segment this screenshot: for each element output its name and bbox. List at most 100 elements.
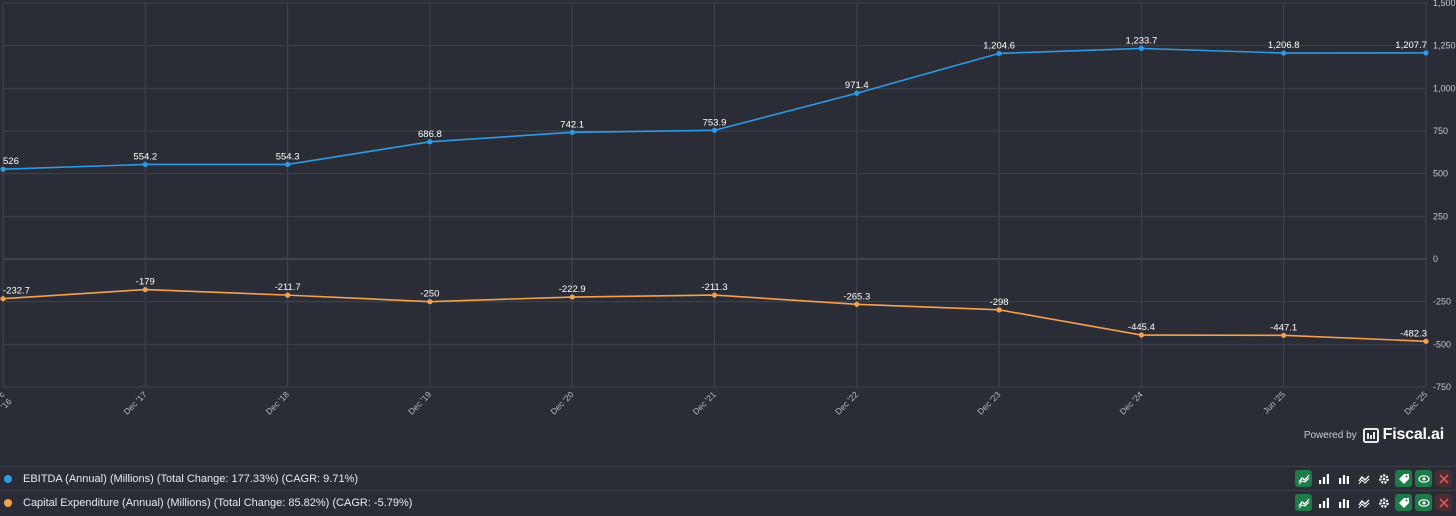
data-point bbox=[1423, 50, 1429, 56]
y-tick-label: -250 bbox=[1433, 297, 1451, 307]
data-label: -447.1 bbox=[1270, 322, 1297, 333]
data-label: 1,204.6 bbox=[983, 40, 1015, 51]
eye-icon[interactable] bbox=[1415, 494, 1432, 511]
data-point bbox=[142, 161, 148, 168]
x-tick-label: Dec '25 bbox=[1402, 389, 1429, 416]
legend-row-ebitda[interactable]: EBITDA (Annual) (Millions) (Total Change… bbox=[0, 466, 1456, 490]
data-label: -482.3 bbox=[1400, 328, 1427, 339]
column-chart-icon[interactable] bbox=[1335, 470, 1352, 487]
y-tick-label: 0 bbox=[1433, 254, 1438, 264]
y-tick-label: 500 bbox=[1433, 169, 1448, 179]
data-label: 1,233.7 bbox=[1126, 35, 1158, 46]
x-tick-label: c'16 bbox=[0, 389, 14, 412]
trend-icon[interactable] bbox=[1355, 470, 1372, 487]
y-tick-label: -750 bbox=[1433, 382, 1451, 392]
x-tick-label: Jun '25 bbox=[1261, 389, 1287, 415]
data-label: -211.7 bbox=[274, 282, 300, 293]
legend-label-ebitda: EBITDA (Annual) (Millions) (Total Change… bbox=[23, 472, 359, 485]
chart: -750 -500 -250 0 250 500 750 1,000 1,250 1,500 c'… bbox=[0, 0, 1456, 417]
powered-by-text: Powered by bbox=[1303, 429, 1357, 441]
gear-icon[interactable] bbox=[1375, 494, 1392, 511]
y-tick-label: 1,500 bbox=[1433, 0, 1456, 8]
line-chart-icon[interactable] bbox=[1295, 494, 1312, 511]
eye-icon[interactable] bbox=[1415, 470, 1432, 487]
y-tick-label: 750 bbox=[1433, 126, 1448, 136]
data-label: -298 bbox=[990, 297, 1009, 308]
data-label: -250 bbox=[420, 289, 439, 300]
legend-marker-ebitda bbox=[4, 474, 12, 483]
x-tick-label: Dec '20 bbox=[548, 389, 575, 416]
data-point bbox=[0, 166, 6, 172]
series-1: -232.7 -179 -211.7 -250 -222.9 -211.3 -265.3 -2… bbox=[0, 277, 1429, 344]
x-tick-label: Dec '19 bbox=[406, 389, 433, 416]
data-label: -211.3 bbox=[701, 282, 727, 293]
data-label: -265.3 bbox=[843, 291, 870, 302]
x-tick-label: Dec '24 bbox=[1118, 389, 1145, 416]
x-tick-label: Dec '22 bbox=[833, 389, 860, 416]
data-point bbox=[711, 127, 718, 133]
x-axis: c'16 Dec '17 Dec '18 Dec '19 Dec '20 Dec '21 D… bbox=[0, 389, 1430, 417]
x-tick-label: Dec '23 bbox=[975, 389, 1002, 416]
close-icon[interactable] bbox=[1435, 494, 1452, 511]
data-point bbox=[854, 90, 860, 96]
data-point bbox=[0, 296, 6, 302]
data-label: 742.1 bbox=[560, 119, 584, 130]
tag-icon[interactable] bbox=[1395, 494, 1412, 511]
y-tick-label: 1,000 bbox=[1433, 83, 1456, 93]
data-label: -179 bbox=[136, 277, 155, 288]
gear-icon[interactable] bbox=[1375, 470, 1392, 487]
data-label: 1,206.8 bbox=[1268, 40, 1300, 51]
y-tick-label: 1,250 bbox=[1433, 41, 1456, 51]
series-toolbar bbox=[1295, 494, 1452, 511]
data-point bbox=[285, 161, 291, 167]
data-label: -445.4 bbox=[1128, 322, 1155, 333]
data-point bbox=[854, 301, 860, 307]
data-point bbox=[285, 292, 291, 298]
close-icon[interactable] bbox=[1435, 470, 1452, 487]
line-chart-icon[interactable] bbox=[1295, 470, 1312, 487]
legend-marker-capex bbox=[4, 498, 12, 507]
series-toolbar bbox=[1295, 470, 1452, 487]
data-point bbox=[996, 307, 1002, 313]
data-point bbox=[1138, 45, 1144, 52]
data-point bbox=[142, 286, 148, 293]
data-label: 753.9 bbox=[703, 117, 727, 128]
tag-icon[interactable] bbox=[1395, 470, 1412, 487]
data-point bbox=[996, 50, 1002, 57]
x-tick-label: Dec '21 bbox=[691, 389, 718, 416]
data-label: 554.2 bbox=[133, 151, 157, 162]
trend-icon[interactable] bbox=[1355, 494, 1372, 511]
data-point bbox=[1423, 338, 1429, 344]
data-label: 554.3 bbox=[276, 151, 300, 162]
series-0: 526 554.2 554.3 686.8 742.1 753.9 971.4 1,204.6… bbox=[0, 35, 1429, 172]
data-point bbox=[1281, 332, 1287, 338]
data-point bbox=[711, 292, 718, 298]
y-tick-label: 250 bbox=[1433, 211, 1448, 221]
series-group: 526 554.2 554.3 686.8 742.1 753.9 971.4 1,204.6… bbox=[0, 35, 1429, 344]
brand-logo: Fiscal.ai bbox=[1362, 426, 1445, 444]
data-label: 1,207.7 bbox=[1395, 40, 1427, 51]
data-label: -232.7 bbox=[3, 286, 30, 297]
data-label: -222.9 bbox=[559, 284, 586, 295]
powered-by-branding[interactable]: Powered by Fiscal.ai bbox=[1304, 426, 1444, 444]
data-point bbox=[569, 129, 575, 135]
data-point bbox=[1138, 332, 1144, 338]
data-label: 686.8 bbox=[418, 129, 442, 140]
y-axis: -750 -500 -250 0 250 500 750 1,000 1,250 1,500 bbox=[1433, 0, 1456, 392]
brand-name: Fiscal.ai bbox=[1382, 426, 1445, 443]
data-label: 971.4 bbox=[845, 80, 869, 91]
column-chart-icon[interactable] bbox=[1335, 494, 1352, 511]
data-point bbox=[427, 299, 433, 305]
data-point bbox=[427, 139, 433, 145]
fiscal-logo-icon bbox=[1362, 427, 1379, 443]
data-label: 526 bbox=[3, 156, 19, 167]
bar-chart-icon[interactable] bbox=[1315, 494, 1332, 511]
x-tick-label: Dec '17 bbox=[121, 389, 148, 416]
bar-chart-icon[interactable] bbox=[1315, 470, 1332, 487]
grid bbox=[2, 2, 1427, 388]
legend-row-capex[interactable]: Capital Expenditure (Annual) (Millions) … bbox=[0, 490, 1456, 514]
y-tick-label: -500 bbox=[1433, 339, 1451, 349]
x-tick-label: Dec '18 bbox=[264, 389, 291, 416]
data-point bbox=[569, 294, 575, 300]
data-point bbox=[1281, 50, 1287, 56]
